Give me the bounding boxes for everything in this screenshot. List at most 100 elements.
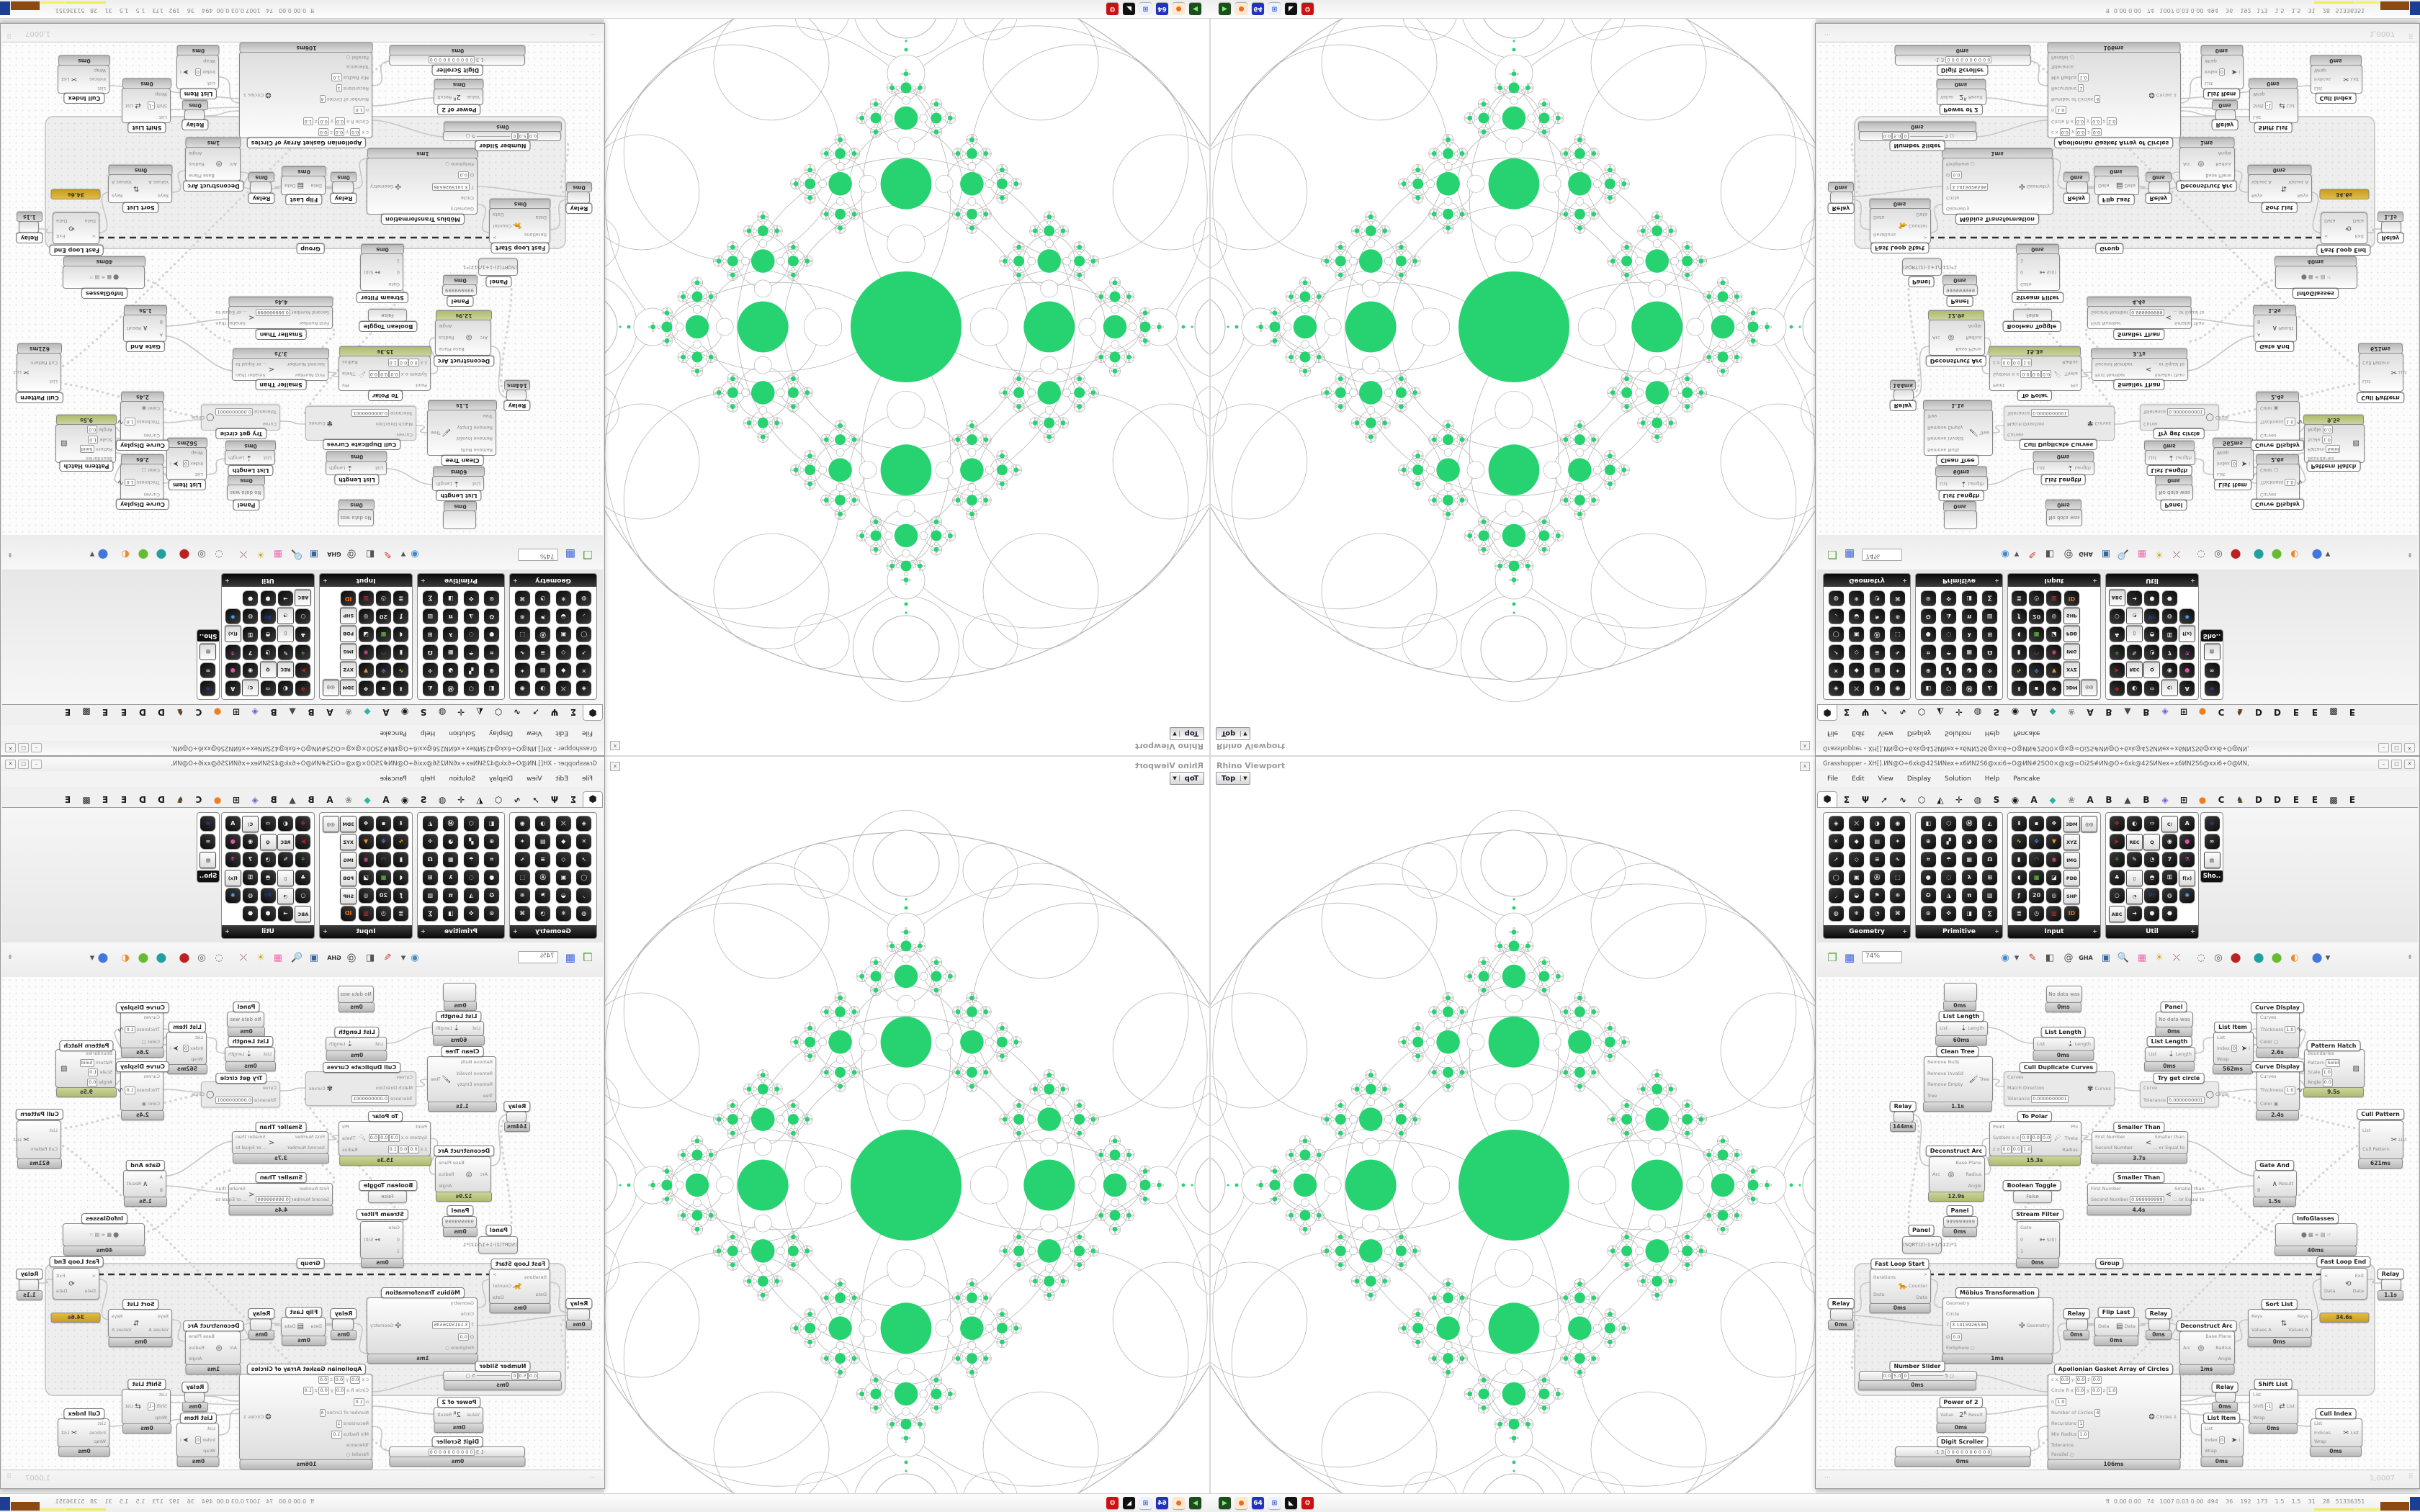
component-label[interactable]: Cull Pattern xyxy=(2357,1109,2404,1120)
ribbon-tab[interactable]: D xyxy=(2255,707,2262,717)
palette-icon[interactable]: ◯ xyxy=(576,870,592,885)
toolbar-icon[interactable]: ⤬ xyxy=(2172,952,2181,963)
component-label[interactable]: Sort List xyxy=(122,202,159,213)
component-label[interactable]: List Length xyxy=(334,1027,380,1038)
component-body[interactable]: Iterations Data 🐆 > Counter Data xyxy=(489,1269,550,1304)
palette-icon[interactable]: ○ xyxy=(295,888,311,903)
palette-icon[interactable]: ◒ xyxy=(555,609,571,624)
palette-icon[interactable]: λ xyxy=(443,627,459,642)
toolbar-icon[interactable]: ⬤ xyxy=(2230,952,2241,963)
palette-icon[interactable]: π xyxy=(443,609,459,624)
grasshopper-titlebar[interactable]: Grasshopper - XH[].ИN@O÷6xk@42SИNex÷x6ИN… xyxy=(1,757,604,772)
palette-icon[interactable]: ⬢ xyxy=(2144,906,2160,921)
component-body[interactable]: No data was xyxy=(2156,485,2193,500)
menu-item-pancake[interactable]: Pancake xyxy=(380,729,407,737)
menu-item-display[interactable]: Display xyxy=(488,729,514,737)
menu-item-edit[interactable]: Edit xyxy=(555,775,568,783)
ribbon-tab[interactable]: ● xyxy=(213,795,222,805)
component-body[interactable] xyxy=(1830,192,1853,204)
palette-icon[interactable]: ● xyxy=(484,627,500,642)
component-body[interactable]: False xyxy=(2013,1190,2052,1203)
component-body[interactable] xyxy=(1894,390,1914,401)
palette-icon[interactable]: ◠ xyxy=(375,852,391,867)
palette-icon[interactable]: ✛ xyxy=(422,834,438,849)
toolbar-icon[interactable]: ✎ xyxy=(2028,952,2037,963)
palette-icon[interactable]: ✕ xyxy=(1828,663,1844,678)
component-label[interactable]: Number Slider xyxy=(1889,140,1945,151)
palette-icon[interactable]: ▤ xyxy=(535,663,551,678)
palette-icon[interactable]: ◧ xyxy=(484,681,500,696)
palette-icon[interactable]: ⇨ xyxy=(260,681,276,696)
palette-icon[interactable]: ⌗ xyxy=(484,645,500,660)
palette-icon[interactable]: ✥ xyxy=(2029,834,2045,849)
component-body[interactable]: Remove Nulls Remove Invalid Remove Empty Tr… xyxy=(1924,410,1993,456)
component-label[interactable]: Curve Display xyxy=(2251,440,2304,451)
palette-icon[interactable]: ∞ xyxy=(200,816,216,831)
component-body[interactable]: False xyxy=(2013,309,2052,322)
component-label[interactable]: Fast Loop End xyxy=(49,245,104,256)
palette-icon[interactable]: ◞ xyxy=(1828,609,1844,624)
component-body[interactable]: False xyxy=(368,309,407,322)
component-body[interactable]: Curves Match Direction Tolerance 0.0000000… xyxy=(2004,1071,2115,1106)
palette-icon[interactable]: f(x) xyxy=(224,626,241,642)
toolbar-icon[interactable]: ◌ xyxy=(215,952,223,963)
palette-icon[interactable]: ◉ xyxy=(2046,852,2062,867)
component-body[interactable]: Remove Nulls Remove Invalid Remove Empty Tr… xyxy=(427,410,496,456)
component-body[interactable]: Data ▤ Data xyxy=(2094,176,2139,195)
component-body[interactable]: No data was xyxy=(227,485,264,500)
menu-item-solution[interactable]: Solution xyxy=(1945,775,1971,783)
palette-icon[interactable]: ▤ xyxy=(1869,834,1885,849)
component-label[interactable]: Try get circle xyxy=(215,428,267,439)
palette-icon[interactable]: ∞ xyxy=(200,663,216,678)
palette-icon[interactable]: ● xyxy=(225,834,241,849)
menu-item-help[interactable]: Help xyxy=(420,729,436,737)
palette-icon[interactable]: ▮ xyxy=(2011,852,2027,867)
palette-icon[interactable]: ▥ xyxy=(358,591,374,606)
palette-icon[interactable]: ◍ xyxy=(1828,906,1844,921)
ribbon-tab[interactable]: ⬡ xyxy=(1917,795,1926,805)
component-label[interactable]: Deconstruct Arc xyxy=(1925,356,1987,366)
toolbar-icon[interactable]: ▾ xyxy=(89,952,95,963)
window-button[interactable]: ✕ xyxy=(2404,759,2415,769)
component-label[interactable]: Pattern Hatch xyxy=(59,461,114,472)
component-label[interactable]: Cull Index xyxy=(2315,93,2357,104)
component-label[interactable]: Power of 2 xyxy=(1939,104,1983,115)
palette-icon[interactable]: ▦ xyxy=(375,870,391,885)
palette-icon[interactable]: ƒ xyxy=(2011,888,2027,903)
component-label[interactable]: Sort List xyxy=(2261,202,2298,213)
component-body[interactable]: Remove Nulls Remove Invalid Remove Empty Tr… xyxy=(427,1056,496,1102)
toolbar-icon[interactable]: ☀ xyxy=(256,549,265,560)
component-label[interactable]: List Item xyxy=(179,89,218,99)
palette-icon[interactable]: ⬚ xyxy=(1890,870,1906,885)
palette-icon[interactable]: ✕ xyxy=(576,834,592,849)
component-label[interactable]: Deconstruct Arc xyxy=(183,1320,244,1331)
toolbar-icon[interactable]: ⬤ xyxy=(2271,952,2282,963)
palette-icon[interactable]: ◔ xyxy=(260,852,276,867)
ribbon-tab[interactable]: ⬡ xyxy=(494,795,503,805)
component-body[interactable]: List Index 0 Wrap ➤ i xyxy=(2201,1423,2244,1457)
palette-icon[interactable]: ○ xyxy=(2109,888,2125,903)
save-file-icon[interactable]: ▦ xyxy=(565,951,576,964)
ribbon-tab[interactable]: E xyxy=(2293,795,2300,805)
palette-icon[interactable]: XYZ xyxy=(2063,834,2080,850)
component-label[interactable]: Deconstruct Arc xyxy=(2176,181,2237,192)
component-body[interactable]: First Number Second Number 0.999999999 < Sm… xyxy=(2087,1183,2205,1206)
component-body[interactable]: -1 3 0 0 0 0 0 0 0 0 0 0 xyxy=(1895,1446,2031,1457)
palette-icon[interactable]: ✦ xyxy=(1890,834,1906,849)
palette-icon[interactable]: ⌗ xyxy=(1920,645,1936,660)
component-label[interactable]: Stream Filter xyxy=(357,1209,408,1220)
palette-icon[interactable]: ◓ xyxy=(260,870,276,885)
save-file-icon[interactable]: ▦ xyxy=(565,548,576,561)
component-label[interactable]: List Length xyxy=(2146,1036,2192,1047)
component-body[interactable]: Arc ◎ Base Plane Radius Angle xyxy=(185,1331,241,1365)
open-file-icon[interactable]: ❐ xyxy=(583,548,593,561)
component-label[interactable]: Flip Last xyxy=(2097,194,2135,205)
component-label[interactable]: Deconstruct Arc xyxy=(1925,1146,1987,1156)
component-label[interactable]: List Item xyxy=(2202,1413,2241,1423)
toolbar-icon[interactable]: @ xyxy=(2063,549,2074,560)
palette-icon[interactable]: ✥ xyxy=(375,834,391,849)
toolbar-icon[interactable]: ▾ xyxy=(400,952,406,963)
palette-icon[interactable]: λ xyxy=(1961,627,1977,642)
component-label[interactable]: Stream Filter xyxy=(357,292,408,303)
ribbon-tab[interactable]: ◉ xyxy=(2011,795,2020,805)
